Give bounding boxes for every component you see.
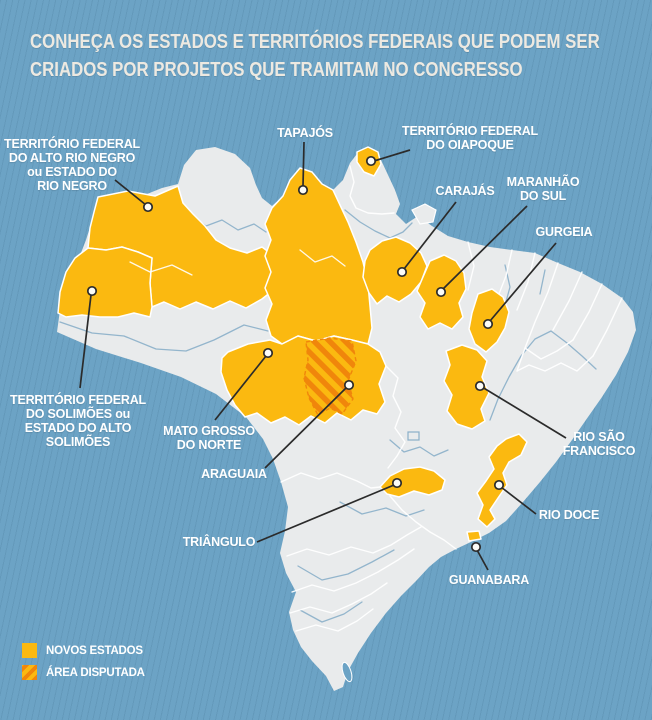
reservoir [407, 431, 420, 441]
title-line-1: CONHEÇA OS ESTADOS E TERRITÓRIOS FEDERAI… [30, 30, 600, 53]
leader-lines [79, 141, 567, 571]
marker-dot-maranhao-do-sul [435, 286, 447, 298]
infographic-title: CONHEÇA OS ESTADOS E TERRITÓRIOS FEDERAI… [30, 28, 600, 85]
leader-line-solimoes [79, 294, 92, 389]
marker-dot-alto-rio-negro [142, 201, 154, 213]
region-carajas [362, 236, 428, 305]
region-rio-sao-francisco [443, 344, 490, 430]
region-solimoes [57, 246, 153, 318]
marker-dot-mato-grosso-do-norte [262, 347, 274, 359]
leader-line-rio-sao-francisco [481, 386, 567, 439]
marker-dot-tapajos [297, 184, 309, 196]
marker-dot-rio-doce [493, 479, 505, 491]
leader-line-alto-rio-negro [114, 179, 147, 206]
legend-item-area-disputada: ÁREA DISPUTADA [22, 665, 145, 680]
legend-item-novos-estados: NOVOS ESTADOS [22, 643, 145, 658]
marker-dot-rio-sao-francisco [474, 380, 486, 392]
region-guanabara [466, 530, 482, 542]
legend-label: NOVOS ESTADOS [46, 644, 143, 657]
leader-line-rio-doce [500, 486, 537, 515]
marajo-island [411, 203, 437, 225]
rivers-on-regions [129, 249, 346, 276]
leader-line-mato-grosso-do-norte [214, 355, 267, 421]
leader-line-tapajos [302, 141, 305, 187]
legend-swatch-solid [22, 643, 37, 658]
leader-line-triangulo [256, 484, 395, 543]
marker-dot-araguaia [343, 379, 355, 391]
title-line-2: CRIADOS POR PROJETOS QUE TRAMITAM NO CON… [30, 58, 523, 82]
leader-line-gurgeia [489, 242, 557, 322]
marker-dot-guanabara [470, 541, 482, 553]
leader-line-guanabara [476, 549, 489, 571]
legend-swatch-hatched [22, 665, 37, 680]
marker-dot-triangulo [391, 477, 403, 489]
patos-lagoon [341, 661, 353, 683]
leader-line-maranhao-do-sul [442, 205, 528, 290]
marker-dot-carajas [396, 266, 408, 278]
leader-line-carajas [403, 201, 457, 270]
marker-dot-gurgeia [482, 318, 494, 330]
state-borders [280, 165, 623, 632]
leader-line-araguaia [264, 386, 348, 469]
region-rio-doce [476, 433, 528, 528]
region-triangulo [379, 466, 446, 498]
leader-line-oiapoque [373, 149, 411, 162]
marker-dot-oiapoque [365, 155, 377, 167]
region-area-disputada [303, 337, 357, 416]
marker-dot-solimoes [86, 285, 98, 297]
legend: NOVOS ESTADOS ÁREA DISPUTADA [22, 643, 145, 687]
legend-label: ÁREA DISPUTADA [46, 666, 145, 679]
